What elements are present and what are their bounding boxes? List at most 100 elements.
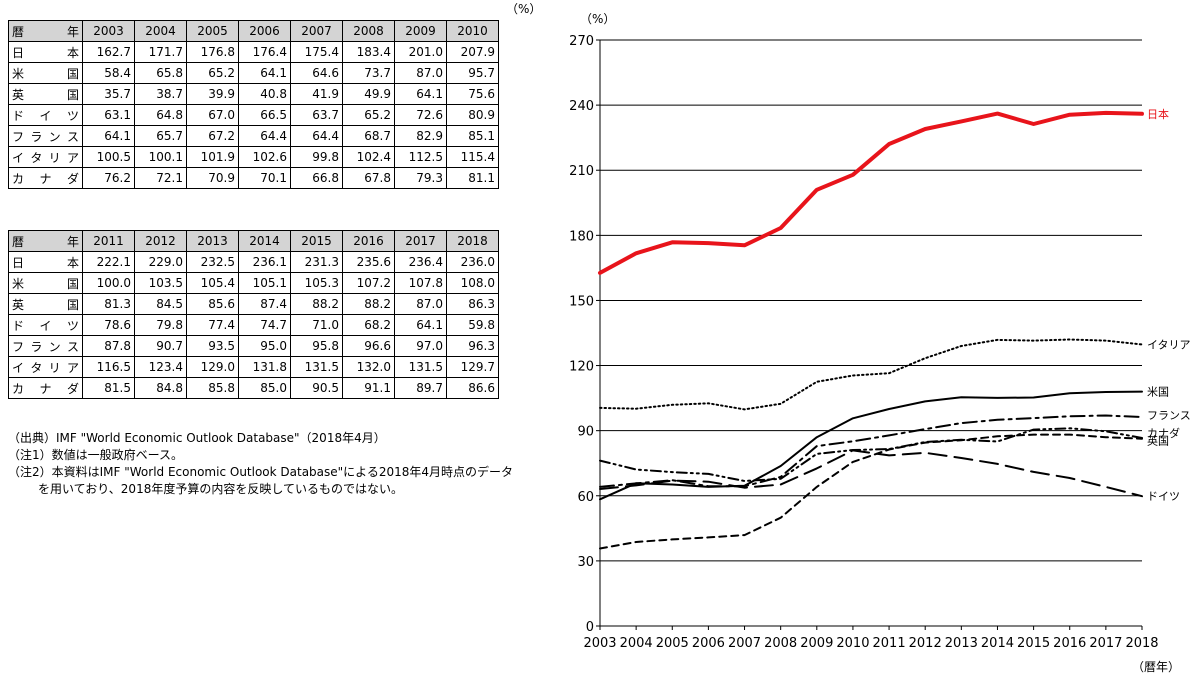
value-cell: 79.3 [394, 167, 447, 189]
country-char: 国 [66, 87, 79, 102]
value-cell: 82.9 [394, 125, 447, 147]
value-cell: 85.0 [238, 377, 291, 399]
year-header: 2017 [394, 230, 447, 252]
value-cell: 108.0 [446, 272, 499, 294]
value-cell: 71.0 [290, 314, 343, 336]
country-char: 国 [66, 297, 79, 312]
data-table-2003-2010: 暦年 2003 2004 2005 2006 2007 2008 2009 2010 日本 162… [8, 20, 499, 189]
country-cell: ドイツ [8, 314, 83, 336]
country-char: ス [66, 129, 79, 144]
series-line [599, 449, 1143, 498]
value-cell: 102.6 [238, 146, 291, 168]
value-cell: 67.2 [186, 125, 239, 147]
table-row: カナダ 81.5 84.8 85.8 85.0 90.5 91.1 89.7 86.6 [8, 377, 499, 399]
table-row: ドイツ 63.1 64.8 67.0 66.5 63.7 65.2 72.6 80.9 [8, 104, 499, 126]
country-char: ラ [30, 129, 43, 144]
country-char: タ [30, 360, 43, 375]
series-line [599, 338, 1143, 411]
value-cell: 66.8 [290, 167, 343, 189]
value-cell: 81.1 [446, 167, 499, 189]
y-tick-label: 180 [569, 229, 594, 244]
value-cell: 49.9 [342, 83, 395, 105]
year-header: 2004 [134, 20, 187, 42]
country-char: 米 [12, 66, 25, 81]
value-cell: 100.1 [134, 146, 187, 168]
value-cell: 41.9 [290, 83, 343, 105]
value-cell: 95.7 [446, 62, 499, 84]
value-cell: 67.8 [342, 167, 395, 189]
table-row: 米国 100.0 103.5 105.4 105.1 105.3 107.2 107.8 108… [8, 272, 499, 294]
table-header-row: 暦年 2011 2012 2013 2014 2015 2016 2017 2018 [8, 230, 499, 252]
value-cell: 64.8 [134, 104, 187, 126]
value-cell: 40.8 [238, 83, 291, 105]
table-row: 日本 222.1 229.0 232.5 236.1 231.3 235.6 236.4 236… [8, 251, 499, 273]
value-cell: 222.1 [82, 251, 135, 273]
series-line [599, 433, 1143, 550]
value-cell: 65.8 [134, 62, 187, 84]
country-char: ド [12, 318, 25, 333]
value-cell: 64.6 [290, 62, 343, 84]
value-cell: 88.2 [290, 293, 343, 315]
value-cell: 59.8 [446, 314, 499, 336]
series-label: 英国 [1147, 434, 1169, 448]
value-cell: 112.5 [394, 146, 447, 168]
y-tick-label: 30 [577, 555, 594, 570]
country-char: ラ [30, 339, 43, 354]
series-label: ドイツ [1147, 490, 1180, 503]
value-cell: 229.0 [134, 251, 187, 273]
value-cell: 102.4 [342, 146, 395, 168]
value-cell: 74.7 [238, 314, 291, 336]
year-header: 2003 [82, 20, 135, 42]
value-cell: 87.4 [238, 293, 291, 315]
value-cell: 105.3 [290, 272, 343, 294]
value-cell: 88.2 [342, 293, 395, 315]
table-row: イタリア 116.5 123.4 129.0 131.8 131.5 132.0 131.5 1… [8, 356, 499, 378]
year-header: 2010 [446, 20, 499, 42]
value-cell: 232.5 [186, 251, 239, 273]
x-tick-label: 2005 [656, 636, 689, 651]
value-cell: 64.1 [238, 62, 291, 84]
value-cell: 63.7 [290, 104, 343, 126]
value-cell: 63.1 [82, 104, 135, 126]
country-char: リ [48, 150, 61, 165]
y-tick-label: 60 [577, 490, 594, 505]
value-cell: 105.4 [186, 272, 239, 294]
country-char: カ [12, 381, 25, 396]
value-cell: 75.6 [446, 83, 499, 105]
value-cell: 91.1 [342, 377, 395, 399]
value-cell: 90.7 [134, 335, 187, 357]
country-char: フ [12, 129, 25, 144]
data-table-2011-2018: 暦年 2011 2012 2013 2014 2015 2016 2017 2018 日本 222… [8, 230, 499, 399]
table-row: カナダ 76.2 72.1 70.9 70.1 66.8 67.8 79.3 81.1 [8, 167, 499, 189]
y-tick-label: 120 [569, 360, 594, 375]
year-header: 2007 [290, 20, 343, 42]
table-row: ドイツ 78.6 79.8 77.4 74.7 71.0 68.2 64.1 59.8 [8, 314, 499, 336]
notes: （出典）IMF "World Economic Outlook Database… [8, 430, 513, 498]
country-char: ン [48, 129, 61, 144]
year-header: 2008 [342, 20, 395, 42]
x-axis-label: （暦年） [1132, 660, 1180, 674]
country-char: ツ [66, 108, 79, 123]
value-cell: 89.7 [394, 377, 447, 399]
year-header: 2014 [238, 230, 291, 252]
x-tick-label: 2006 [692, 636, 725, 651]
value-cell: 81.5 [82, 377, 135, 399]
value-cell: 132.0 [342, 356, 395, 378]
table-header-row: 暦年 2003 2004 2005 2006 2007 2008 2009 2010 [8, 20, 499, 42]
corner-cell: 暦年 [8, 230, 83, 252]
country-cell: 米国 [8, 272, 83, 294]
year-header: 2005 [186, 20, 239, 42]
value-cell: 86.6 [446, 377, 499, 399]
value-cell: 95.0 [238, 335, 291, 357]
x-tick-label: 2003 [583, 636, 616, 651]
y-tick-label: 150 [569, 294, 594, 309]
year-header: 2011 [82, 230, 135, 252]
value-cell: 85.6 [186, 293, 239, 315]
table-row: 日本 162.7 171.7 176.8 176.4 175.4 183.4 201.0 207… [8, 41, 499, 63]
country-char: ナ [39, 171, 52, 186]
value-cell: 183.4 [342, 41, 395, 63]
value-cell: 87.0 [394, 62, 447, 84]
note-2-continued: を用いており、2018年度予算の内容を反映しているものではない。 [38, 482, 403, 496]
country-char: ツ [66, 318, 79, 333]
corner-char: 年 [66, 234, 79, 249]
